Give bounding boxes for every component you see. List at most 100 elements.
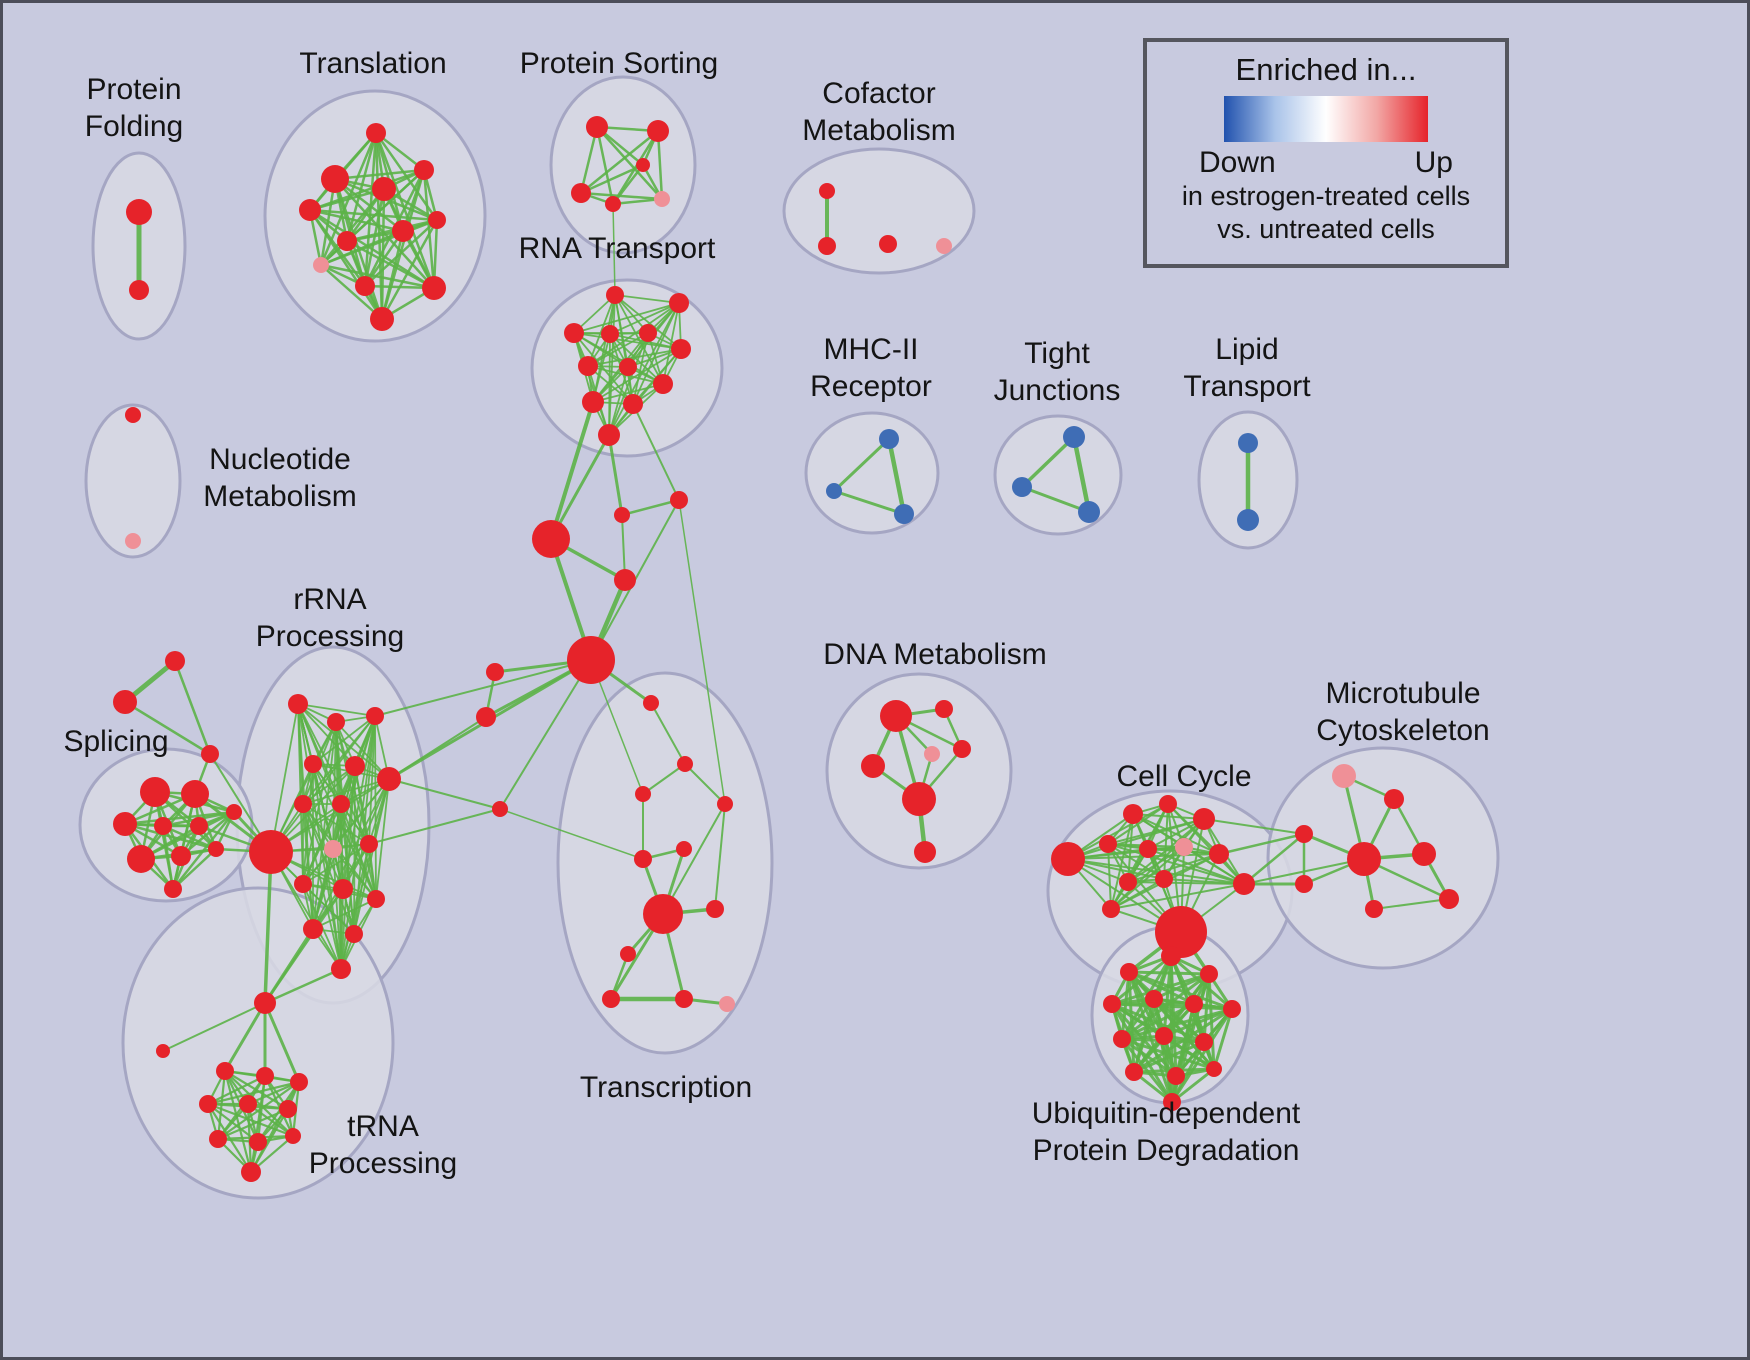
node-tx4 xyxy=(717,796,733,812)
edge-rr2-rr9 xyxy=(332,721,337,850)
edge-cc3-cc10 xyxy=(1163,803,1169,880)
node-tl2 xyxy=(366,123,386,143)
edge-rr10-rr13 xyxy=(368,843,377,900)
node-mt6 xyxy=(1295,875,1313,893)
node-tn5 xyxy=(290,1073,308,1091)
node-sp3 xyxy=(113,812,137,836)
node-mt2 xyxy=(1384,789,1404,809)
node-ub10 xyxy=(1195,1033,1213,1051)
node-sp9 xyxy=(208,841,224,857)
edge-tl1-tl7 xyxy=(333,177,405,233)
edge-cc5-cc11 xyxy=(1107,843,1245,885)
edge-cc8-mt3 xyxy=(1217,832,1306,856)
edge-ub7-ub13 xyxy=(1212,1007,1234,1071)
edge-tn4-tn12 xyxy=(249,1074,267,1174)
edge-cc8-cc9 xyxy=(1127,853,1220,883)
node-tx1 xyxy=(643,695,659,711)
edge-cc5-cc12 xyxy=(1107,843,1112,910)
edge-ub2-ub3 xyxy=(1127,970,1211,976)
node-sp7 xyxy=(127,845,155,873)
edge-rr0-rr6 xyxy=(270,778,390,853)
edge-rt1-rt2 xyxy=(614,294,680,304)
edge-cc7-cc12 xyxy=(1110,846,1185,910)
node-mh2 xyxy=(826,483,842,499)
node-rr4 xyxy=(304,755,322,773)
node-cc7 xyxy=(1175,838,1193,856)
node-rr15 xyxy=(345,925,363,943)
edge-rt6-rt10 xyxy=(592,348,682,403)
node-ub11 xyxy=(1125,1063,1143,1081)
edge-cc3-cc12 xyxy=(1110,803,1169,910)
node-tx6 xyxy=(676,841,692,857)
node-rr9 xyxy=(324,840,342,858)
edge-sp6-sp8 xyxy=(179,810,236,858)
edge-rt11-c2 xyxy=(632,403,680,501)
edge-rt5-rt7 xyxy=(587,332,649,367)
edge-rr9-rr16 xyxy=(332,848,342,970)
edge-cc4-mt3 xyxy=(1203,818,1305,835)
edge-rt9-rt10 xyxy=(592,383,664,403)
node-rt5 xyxy=(639,324,657,342)
node-cc1 xyxy=(1051,842,1085,876)
legend-caption-line2: vs. untreated cells xyxy=(1217,214,1435,244)
node-nm2 xyxy=(125,533,141,549)
edge-rt5-rt12 xyxy=(608,332,649,436)
node-tn8 xyxy=(279,1100,297,1118)
edge-rr0-tn1 xyxy=(263,850,273,1005)
edge-rr13-rr14 xyxy=(312,898,377,930)
edge-ps1-ps5 xyxy=(595,125,664,201)
node-rr1 xyxy=(288,694,308,714)
edge-tn1-tn3 xyxy=(223,1001,267,1073)
edge-ps4-ps6 xyxy=(611,163,645,206)
node-ub7 xyxy=(1223,1000,1241,1018)
node-dn5 xyxy=(953,740,971,758)
edge-cc10-cc11 xyxy=(1163,878,1245,885)
edge-tn5-tn7 xyxy=(246,1080,301,1106)
node-c1 xyxy=(614,507,630,523)
edge-rr2-rr11 xyxy=(302,721,337,885)
node-tx10 xyxy=(675,990,693,1008)
edge-ub6-ub8 xyxy=(1120,1002,1196,1041)
edge-cc7-cc9 xyxy=(1127,846,1185,883)
node-h4 xyxy=(1155,906,1207,958)
node-rr0 xyxy=(249,830,293,874)
node-rr7 xyxy=(294,795,312,813)
edge-tn3-tn12 xyxy=(223,1069,253,1174)
edge-cc3-cc11 xyxy=(1167,803,1245,885)
edge-tn4-tn6 xyxy=(206,1074,267,1106)
edge-rr1-rr16 xyxy=(297,703,342,970)
edge-rt2-rt3 xyxy=(573,302,680,334)
node-sp2 xyxy=(181,780,209,808)
legend: Enriched in... Down Up in estrogen-treat… xyxy=(1143,38,1509,268)
node-tn11 xyxy=(285,1128,301,1144)
edge-tn2-tn1 xyxy=(162,1002,266,1052)
node-ub2 xyxy=(1120,963,1138,981)
legend-scale-labels: Down Up xyxy=(1199,146,1453,180)
edge-h2-rr3 xyxy=(374,659,592,717)
node-sp8 xyxy=(171,846,191,866)
edge-c6-h2 xyxy=(499,659,592,810)
edge-tl2-tl8 xyxy=(374,131,436,290)
node-dn4 xyxy=(924,746,940,762)
edge-ub9-ub13 xyxy=(1162,1034,1216,1071)
edge-ub7-ub14 xyxy=(1170,1007,1234,1104)
edge-rr16-tn1 xyxy=(263,967,343,1005)
edge-tx1-tx2 xyxy=(650,702,686,765)
edge-ps4-ps5 xyxy=(611,197,664,206)
node-cf1 xyxy=(819,183,835,199)
node-tn1 xyxy=(254,992,276,1014)
edge-rt8-rt12 xyxy=(608,366,629,436)
edge-rr6-rr13 xyxy=(375,778,390,900)
node-tl7 xyxy=(392,220,414,242)
edge-tn4-tn11 xyxy=(263,1074,295,1138)
edge-mt8-mt7 xyxy=(1373,898,1450,910)
edge-tn6-tn11 xyxy=(206,1102,295,1138)
edge-ub4-ub7 xyxy=(1110,1002,1234,1011)
edge-sp9-sp10 xyxy=(171,847,218,891)
node-rr14 xyxy=(303,919,323,939)
cluster-dna-metabolism xyxy=(825,672,1013,870)
node-h1 xyxy=(532,520,570,558)
edge-tl4-tl9 xyxy=(363,187,386,288)
node-c5 xyxy=(476,707,496,727)
node-h2 xyxy=(567,636,615,684)
